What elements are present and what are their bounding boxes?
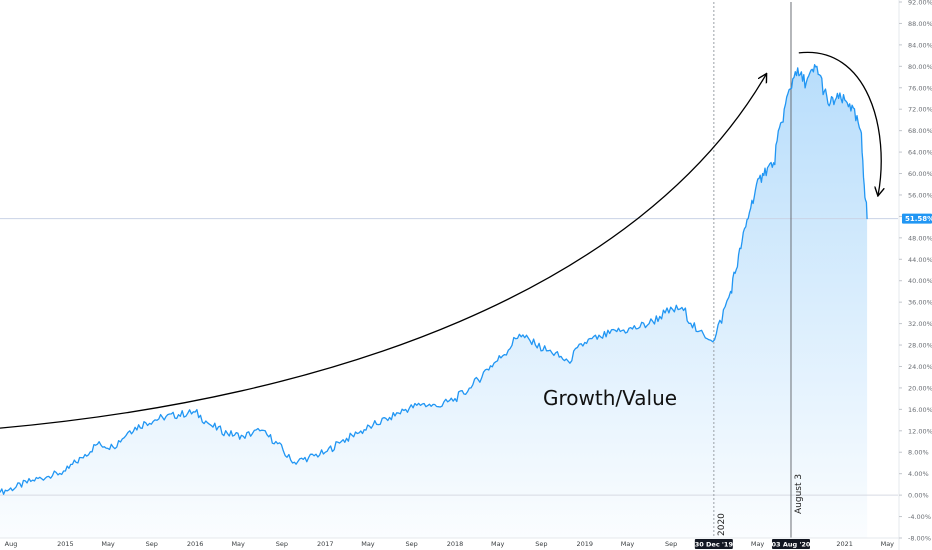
y-axis: -8.00% -4.00% 0.00% 4.00% 8.00% 12.00% 16.00% 2…	[898, 0, 932, 550]
last-value-badge: 51.58%	[902, 213, 932, 224]
x-highlight-tick-label: 30 Dec '19	[695, 541, 734, 549]
x-tick-label: 2021	[836, 540, 853, 548]
x-tick-label: 2019	[577, 540, 594, 548]
y-tick-label: 8.00%	[908, 449, 929, 457]
y-tick-label: 68.00%	[908, 127, 932, 135]
y-tick-label: 64.00%	[908, 149, 932, 157]
y-tick-label: 20.00%	[908, 384, 932, 392]
y-tick-label: 36.00%	[908, 299, 932, 307]
y-tick-label: 4.00%	[908, 470, 929, 478]
y-tick-label: 44.00%	[908, 256, 932, 264]
y-tick-label: 0.00%	[908, 492, 929, 500]
x-highlight-tick-bg	[771, 539, 810, 549]
y-tick-label: 72.00%	[908, 106, 932, 114]
y-tick-label: 28.00%	[908, 342, 932, 350]
y-tick-label: -4.00%	[908, 513, 931, 521]
y-tick-label: 60.00%	[908, 170, 932, 178]
series-area-fill	[0, 64, 868, 538]
x-tick-label: Sep	[146, 540, 158, 548]
y-tick-label: -8.00%	[908, 535, 931, 543]
x-tick-label: May	[491, 540, 505, 548]
y-tick-label: 48.00%	[908, 234, 932, 242]
marker-label-2020: 2020	[717, 513, 727, 536]
x-tick-label: May	[751, 540, 765, 548]
x-tick-label: Sep	[276, 540, 288, 548]
growth-value-annotation: Growth/Value	[543, 386, 677, 410]
x-tick-label: 2016	[187, 540, 204, 548]
x-tick-label: May	[881, 540, 895, 548]
trend-arrow-down	[798, 51, 881, 195]
trend-arrow-up	[0, 74, 766, 429]
last-value-badge-bg	[902, 213, 932, 224]
series-line	[0, 64, 868, 495]
x-tick-label: 2017	[317, 540, 334, 548]
marker-label-august-3: August 3	[794, 474, 804, 514]
x-tick-label: 2015	[57, 540, 74, 548]
last-value-label: 51.58%	[905, 215, 932, 223]
x-axis: Aug 2015 May Sep 2016 May Sep 2017 May Sep 2018 May…	[0, 537, 899, 549]
x-highlight-tick-label: 03 Aug '20	[772, 541, 811, 549]
y-tick-label: 92.00%	[908, 0, 932, 7]
x-tick-label: May	[231, 540, 245, 548]
y-tick-label: 80.00%	[908, 63, 932, 71]
y-tick-label: 32.00%	[908, 320, 932, 328]
x-tick-label: Sep	[535, 540, 547, 548]
x-tick-label: May	[101, 540, 115, 548]
y-tick-label: 56.00%	[908, 191, 932, 199]
plot-area: Growth/Value 2020 August 3	[0, 2, 898, 538]
x-tick-label: May	[621, 540, 635, 548]
x-tick-label: May	[361, 540, 375, 548]
y-tick-label: 40.00%	[908, 277, 932, 285]
x-tick-label: Sep	[406, 540, 418, 548]
y-tick-label: 88.00%	[908, 20, 932, 28]
y-tick-label: 84.00%	[908, 41, 932, 49]
x-tick-label: 2018	[447, 540, 464, 548]
x-tick-label: Aug	[5, 540, 18, 548]
x-highlight-tick-bg	[694, 539, 733, 549]
y-tick-label: 76.00%	[908, 84, 932, 92]
x-tick-label: Sep	[665, 540, 677, 548]
y-tick-label: 12.00%	[908, 427, 932, 435]
y-tick-label: 24.00%	[908, 363, 932, 371]
y-tick-label: 16.00%	[908, 406, 932, 414]
